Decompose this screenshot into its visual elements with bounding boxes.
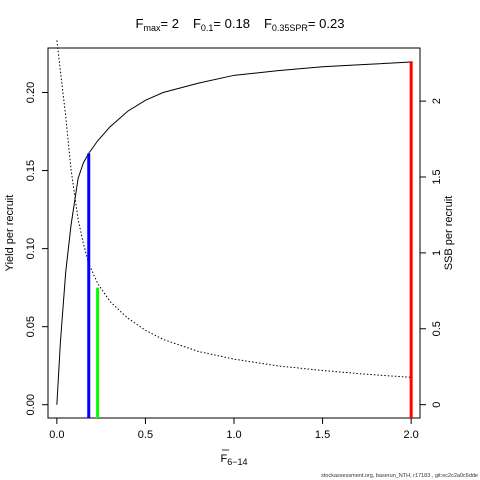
y-right-tick-label: 2 <box>431 98 443 104</box>
series-layer <box>56 40 412 405</box>
x-tick-label: 0.0 <box>49 429 64 441</box>
y-left-tick-label: 0.15 <box>25 160 37 181</box>
y-left-axis-ticks: 0.00 0.05 0.10 0.15 0.20 <box>25 82 48 415</box>
x-axis-title: F6−14 <box>220 453 247 467</box>
y-left-tick-label: 0.00 <box>25 394 37 415</box>
y-right-tick-label: 0 <box>431 402 443 408</box>
y-left-tick-label: 0.05 <box>25 316 37 337</box>
x-axis-ticks: 0.0 0.5 1.0 1.5 2.0 <box>49 418 419 441</box>
title-f01-symbol: F <box>193 16 201 31</box>
title-fmax-sub: max <box>144 23 162 33</box>
y-left-tick-label: 0.10 <box>25 238 37 259</box>
x-axis-title-symbol: F <box>220 453 227 465</box>
title-fmax-value: = 2 <box>161 16 179 31</box>
x-tick-label: 0.5 <box>138 429 153 441</box>
reference-lines <box>87 61 413 418</box>
chart-title: Fmax= 2 F0.1= 0.18 F0.35SPR= 0.23 <box>136 16 345 33</box>
y-left-tick-label: 0.20 <box>25 82 37 103</box>
title-fmax-symbol: F <box>136 16 144 31</box>
x-tick-label: 1.0 <box>226 429 241 441</box>
ssb-per-recruit-curve <box>56 40 412 378</box>
plot-frame <box>47 47 421 419</box>
x-tick-label: 2.0 <box>403 429 418 441</box>
y-right-tick-label: 1 <box>431 250 443 256</box>
x-axis-title-sub: 6−14 <box>227 457 247 467</box>
y-right-tick-label: 0.5 <box>431 321 443 336</box>
y-right-tick-label: 1.5 <box>431 169 443 184</box>
x-tick-label: 1.5 <box>315 429 330 441</box>
y-right-axis-ticks: 0 0.5 1 1.5 2 <box>420 98 443 408</box>
title-fspr-value: = 0.23 <box>308 16 345 31</box>
title-f01-value: = 0.18 <box>213 16 250 31</box>
y-left-axis-title: Yield per recruit <box>4 195 16 272</box>
title-fspr-symbol: F <box>264 16 272 31</box>
yield-per-recruit-curve <box>56 61 412 405</box>
title-f01-sub: 0.1 <box>201 23 214 33</box>
y-right-axis-title: SSB per recruit <box>443 196 455 271</box>
footer-credit: stockassessment.org, baserun_NTH, r17183… <box>321 473 478 479</box>
title-fspr-sub: 0.35SPR <box>272 23 309 33</box>
